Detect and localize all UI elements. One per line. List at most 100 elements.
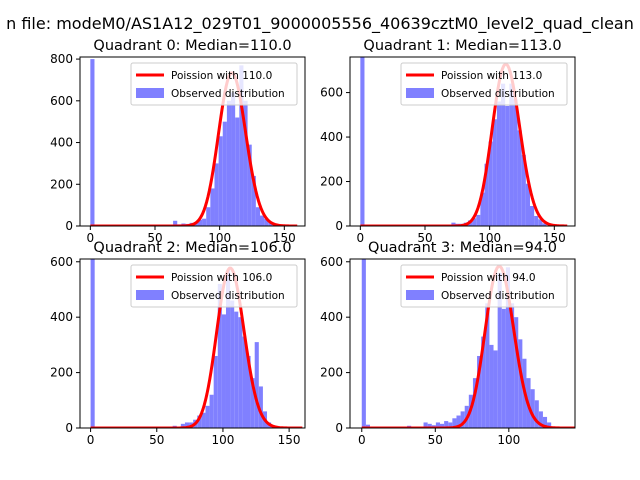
histogram-bar bbox=[231, 92, 236, 226]
histogram-bar bbox=[365, 424, 370, 428]
y-tick-label: 200 bbox=[320, 366, 343, 380]
histogram-bar bbox=[238, 317, 243, 428]
chart-title: Quadrant 3: Median=94.0 bbox=[368, 240, 557, 256]
histogram-bar bbox=[258, 386, 263, 428]
axes-frame bbox=[79, 56, 306, 227]
histogram-bar bbox=[423, 422, 428, 428]
axes-frame bbox=[79, 258, 306, 429]
histogram-bar bbox=[206, 207, 211, 226]
histogram-bar bbox=[243, 100, 248, 226]
histogram-bar bbox=[489, 344, 494, 428]
histogram-bar bbox=[90, 259, 95, 428]
histogram-bar bbox=[234, 311, 239, 428]
histogram-bar bbox=[201, 412, 206, 428]
figure-suptitle: n file: modeM0/AS1A12_029T01_9000005556_… bbox=[6, 14, 634, 34]
histogram-bar bbox=[480, 192, 485, 226]
y-tick-label: 0 bbox=[335, 421, 343, 435]
y-tick-label: 400 bbox=[50, 310, 73, 324]
histogram-bar bbox=[444, 421, 449, 428]
histogram-bar bbox=[435, 422, 440, 428]
y-tick-label: 0 bbox=[65, 421, 73, 435]
x-tick-label: 100 bbox=[208, 231, 231, 245]
histogram-bar bbox=[197, 219, 203, 226]
legend-box bbox=[400, 62, 568, 106]
histogram-bar bbox=[217, 283, 222, 428]
histogram-bar bbox=[427, 423, 432, 428]
y-tick-label: 800 bbox=[50, 52, 73, 66]
y-tick-label: 400 bbox=[320, 310, 343, 324]
histogram-bar bbox=[496, 101, 502, 226]
histogram-bar bbox=[205, 405, 210, 428]
quadrant-panel-2: 0 50 100 150 0 200 400 600 Quadrant 2: Median=10… bbox=[50, 240, 306, 447]
histogram-bar bbox=[505, 267, 510, 428]
legend-bar-swatch bbox=[406, 290, 434, 300]
histogram-bar bbox=[197, 415, 202, 428]
histogram-bar bbox=[538, 411, 543, 428]
legend-box bbox=[400, 264, 568, 308]
legend-label: Observed distribution bbox=[171, 88, 285, 100]
histogram-bar bbox=[530, 389, 535, 428]
poisson-fit-line bbox=[90, 71, 298, 226]
histogram-bars bbox=[360, 57, 547, 226]
histogram-bar bbox=[530, 205, 535, 226]
x-tick-label: 100 bbox=[497, 433, 520, 447]
histogram-bar bbox=[222, 121, 227, 226]
histogram-bar bbox=[246, 355, 251, 428]
histogram-bar bbox=[472, 218, 477, 226]
histogram-bar bbox=[477, 355, 482, 428]
axes-frame bbox=[349, 258, 576, 429]
histogram-bar bbox=[221, 314, 226, 428]
histogram-bar bbox=[492, 119, 497, 226]
legend-label: Poission with 110.0 bbox=[171, 70, 272, 82]
histogram-bar bbox=[230, 300, 235, 428]
x-tick-label: 50 bbox=[428, 433, 443, 447]
x-tick-label: 0 bbox=[87, 433, 95, 447]
legend-label: Observed distribution bbox=[171, 290, 285, 302]
y-tick-label: 0 bbox=[335, 219, 343, 233]
x-tick-label: 0 bbox=[357, 231, 365, 245]
histogram-bar bbox=[451, 222, 456, 226]
x-tick-label: 150 bbox=[273, 231, 296, 245]
histogram-bar bbox=[481, 336, 486, 428]
histogram-bar bbox=[517, 130, 522, 226]
histogram-bars bbox=[90, 59, 277, 226]
x-tick-label: 50 bbox=[417, 231, 432, 245]
histogram-bar bbox=[184, 422, 190, 428]
histogram-bar bbox=[542, 416, 548, 428]
histogram-bar bbox=[488, 141, 493, 226]
histogram-bar bbox=[501, 308, 506, 428]
histogram-bar bbox=[361, 259, 366, 428]
y-tick-label: 400 bbox=[50, 136, 73, 150]
histogram-bar bbox=[509, 83, 514, 226]
histogram-bar bbox=[90, 59, 95, 226]
histogram-bar bbox=[180, 423, 185, 428]
legend-box bbox=[130, 62, 298, 106]
histogram-bar bbox=[209, 394, 214, 428]
chart-title: Quadrant 0: Median=110.0 bbox=[93, 38, 291, 54]
histogram-bar bbox=[452, 418, 457, 428]
histogram-bar bbox=[260, 215, 265, 226]
chart-title: Quadrant 1: Median=113.0 bbox=[363, 38, 561, 54]
y-tick-label: 200 bbox=[50, 177, 73, 191]
histogram-bar bbox=[264, 218, 269, 226]
legend-bar-swatch bbox=[136, 290, 164, 300]
x-tick-label: 0 bbox=[358, 433, 366, 447]
chart-title: Quadrant 2: Median=106.0 bbox=[93, 240, 291, 256]
legend-label: Poission with 113.0 bbox=[441, 70, 542, 82]
legend-label: Observed distribution bbox=[441, 88, 555, 100]
legend-label: Poission with 106.0 bbox=[171, 272, 272, 284]
histogram-bar bbox=[547, 422, 552, 428]
histogram-bar bbox=[235, 117, 240, 226]
histogram-bar bbox=[214, 163, 219, 226]
histogram-bar bbox=[225, 270, 231, 428]
histogram-bar bbox=[440, 423, 445, 428]
histogram-bar bbox=[460, 411, 465, 428]
x-tick-label: 0 bbox=[87, 231, 95, 245]
histogram-bar bbox=[485, 303, 490, 428]
quadrant-panel-3: 0 50 100 0 200 400 600 Quadrant 3: Median=94.0 P… bbox=[320, 240, 576, 447]
histogram-bar bbox=[247, 144, 252, 226]
histogram-bar bbox=[213, 355, 218, 428]
histogram-bar bbox=[514, 317, 519, 428]
legend-bar-swatch bbox=[136, 88, 164, 98]
histogram-bar bbox=[472, 378, 478, 428]
